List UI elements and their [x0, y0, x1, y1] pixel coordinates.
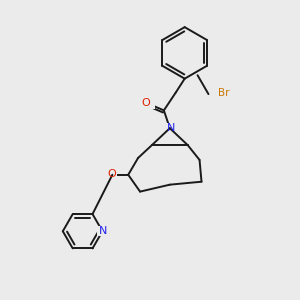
FancyBboxPatch shape [107, 170, 117, 180]
Text: N: N [99, 226, 108, 236]
Text: Br: Br [218, 88, 230, 98]
Text: N: N [167, 123, 175, 133]
FancyBboxPatch shape [98, 226, 107, 236]
FancyBboxPatch shape [165, 123, 175, 133]
FancyBboxPatch shape [145, 100, 155, 110]
Text: O: O [107, 169, 116, 179]
Text: O: O [142, 98, 150, 108]
